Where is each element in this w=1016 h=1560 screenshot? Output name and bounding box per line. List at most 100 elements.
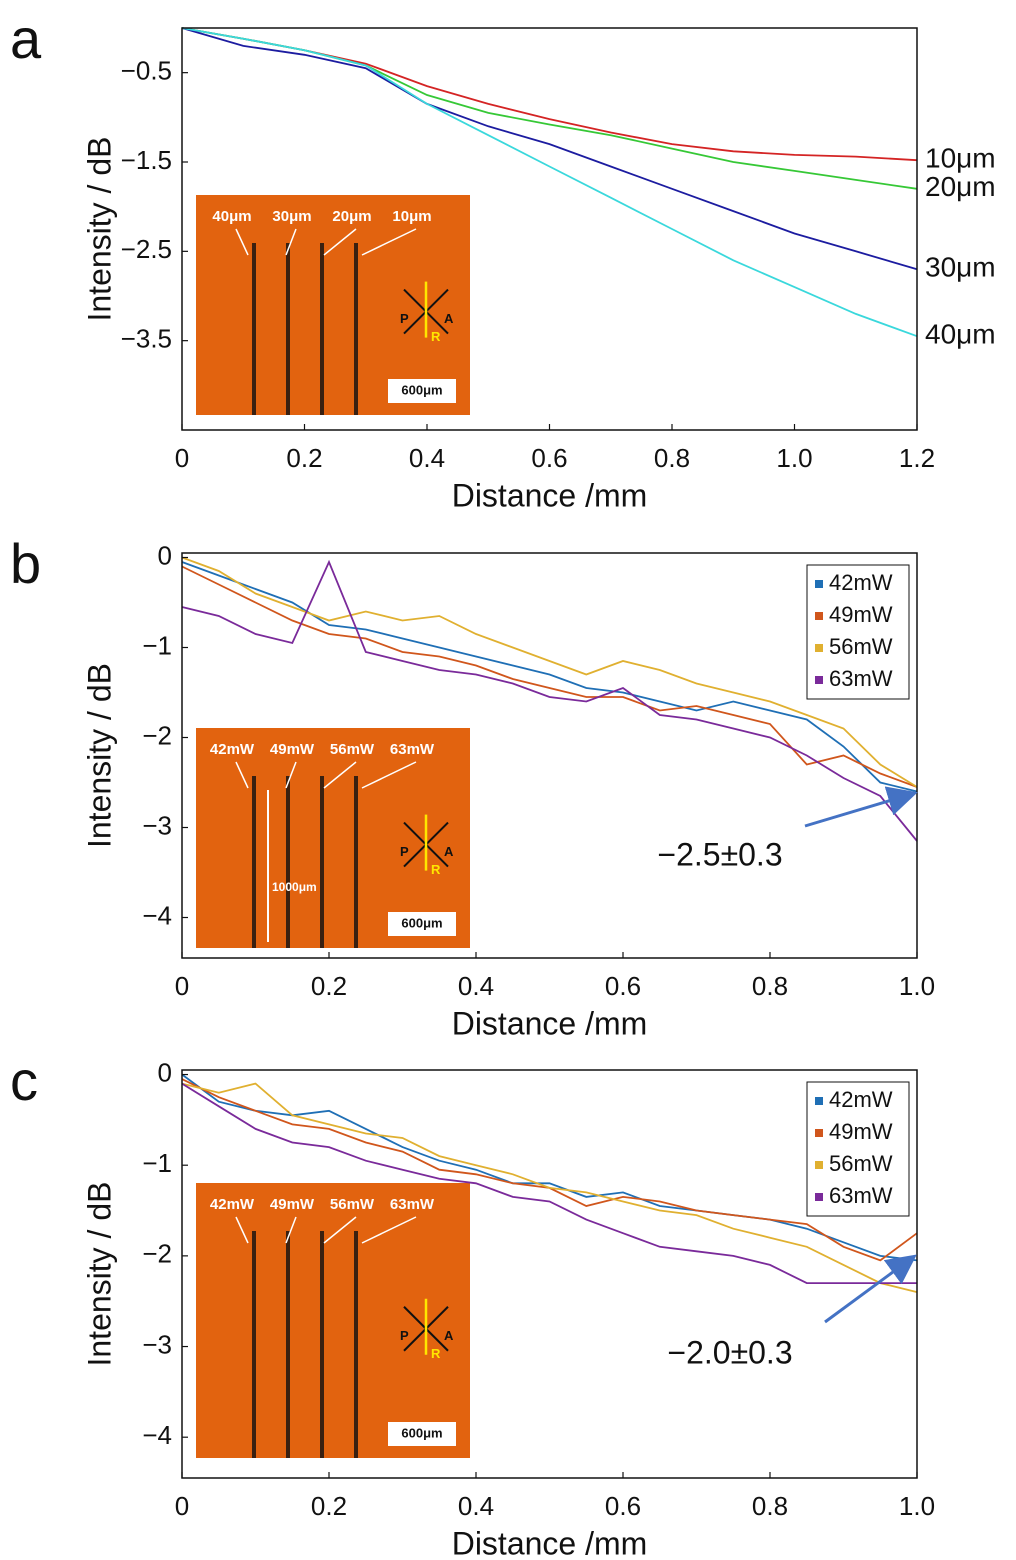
inset-p: P [400, 311, 409, 326]
inset-scale-box [388, 1422, 456, 1446]
inset-pointer [235, 761, 249, 789]
inset-pointer [361, 761, 417, 789]
inset-label: 63mW [390, 1196, 435, 1213]
x-tick-label: 0.8 [752, 971, 788, 1001]
y-axis-title: Intensity / dB [81, 137, 117, 322]
y-tick-label: −2 [142, 720, 172, 750]
x-tick-label: 0.2 [286, 443, 322, 473]
legend-label: 10μm [925, 143, 996, 174]
inset-photo [196, 728, 470, 948]
inset-photo [196, 195, 470, 415]
y-tick-label: −1 [142, 1148, 172, 1178]
inset-label: 63mW [390, 741, 435, 758]
series-line [181, 559, 918, 842]
legend-swatch [815, 1097, 823, 1105]
inset-label: 56mW [330, 1196, 375, 1213]
x-tick-label: 0.4 [409, 443, 445, 473]
inset-a: A [444, 311, 454, 326]
inset-label: 49mW [270, 1196, 315, 1213]
annotation: −2.5±0.3 [657, 836, 782, 872]
inset-label: 40μm [212, 208, 251, 225]
y-tick-label: 0 [158, 1057, 172, 1087]
x-tick-label: 0.6 [605, 1491, 641, 1521]
legend-label: 63mW [829, 1183, 893, 1208]
series-line [181, 27, 918, 271]
legend-label: 20μm [925, 171, 996, 202]
legend-label: 56mW [829, 634, 893, 659]
annotation-arrow [804, 786, 918, 828]
x-tick-label: 0 [175, 1491, 189, 1521]
y-tick-label: −3.5 [121, 324, 172, 354]
legend-label: 42mW [829, 570, 893, 595]
y-axis-title: Intensity / dB [81, 1182, 117, 1367]
inset-scale: 600μm [401, 1425, 442, 1440]
inset-photo [196, 1183, 470, 1458]
x-tick-label: 0.8 [654, 443, 690, 473]
y-tick-label: −2 [142, 1239, 172, 1269]
inset-label: 42mW [210, 1196, 255, 1213]
legend-swatch [815, 612, 823, 620]
inset-pointer [361, 1216, 417, 1244]
y-tick-label: −0.5 [121, 56, 172, 86]
inset-a: A [444, 1328, 454, 1343]
legend-swatch [815, 1161, 823, 1169]
inset-label: 20μm [332, 208, 371, 225]
legend-label: 63mW [829, 666, 893, 691]
inset-a: A [444, 844, 454, 859]
series-line [181, 27, 918, 338]
annotation: −2.0±0.3 [667, 1334, 792, 1370]
y-tick-label: −1 [142, 630, 172, 660]
legend-label: 30μm [925, 252, 996, 283]
legend-swatch [815, 580, 823, 588]
legend-box [806, 564, 910, 700]
inset-label: 42mW [210, 741, 255, 758]
inset-pointer [323, 761, 357, 789]
legend-swatch [815, 644, 823, 652]
inset-pointer [361, 228, 417, 256]
y-tick-label: 0 [158, 540, 172, 570]
legend-swatch [815, 676, 823, 684]
x-tick-label: 0.2 [311, 971, 347, 1001]
legend-label: 56mW [829, 1151, 893, 1176]
inset-pointer [285, 761, 297, 789]
inset-pointer [285, 1216, 297, 1244]
inset-label: 30μm [272, 208, 311, 225]
inset-r: R [431, 1346, 441, 1361]
y-tick-label: −4 [142, 1420, 172, 1450]
x-tick-label: 0.2 [311, 1491, 347, 1521]
legend-swatch [815, 1193, 823, 1201]
x-axis-title: Distance /mm [452, 1005, 648, 1041]
panel-label: b [10, 532, 41, 595]
legend-label: 42mW [829, 1087, 893, 1112]
inset-pointer [323, 1216, 357, 1244]
y-tick-label: −2.5 [121, 234, 172, 264]
inset-pointer [235, 1216, 249, 1244]
legend-label: 40μm [925, 319, 996, 350]
legend-label: 49mW [829, 602, 893, 627]
y-axis-title: Intensity / dB [81, 663, 117, 848]
inset-label: 49mW [270, 741, 315, 758]
inset-p: P [400, 1328, 409, 1343]
plot-frame [181, 1069, 918, 1479]
inset-label: 10μm [392, 208, 431, 225]
series-line [181, 1082, 918, 1293]
series-line [181, 1082, 917, 1284]
x-tick-label: 0.4 [458, 971, 494, 1001]
x-axis-title: Distance /mm [452, 477, 648, 513]
legend-swatch [815, 1129, 823, 1137]
series-line [181, 561, 918, 793]
legend-label: 49mW [829, 1119, 893, 1144]
inset-p: P [400, 844, 409, 859]
series-line [181, 1073, 918, 1262]
plot-frame [181, 552, 918, 959]
x-tick-label: 1.0 [899, 971, 935, 1001]
series-line [181, 556, 918, 788]
y-tick-label: −4 [142, 900, 172, 930]
x-tick-label: 0 [175, 971, 189, 1001]
x-tick-label: 1.2 [899, 443, 935, 473]
y-tick-label: −1.5 [121, 145, 172, 175]
inset-scale: 600μm [401, 382, 442, 397]
x-tick-label: 0.8 [752, 1491, 788, 1521]
x-tick-label: 0.4 [458, 1491, 494, 1521]
